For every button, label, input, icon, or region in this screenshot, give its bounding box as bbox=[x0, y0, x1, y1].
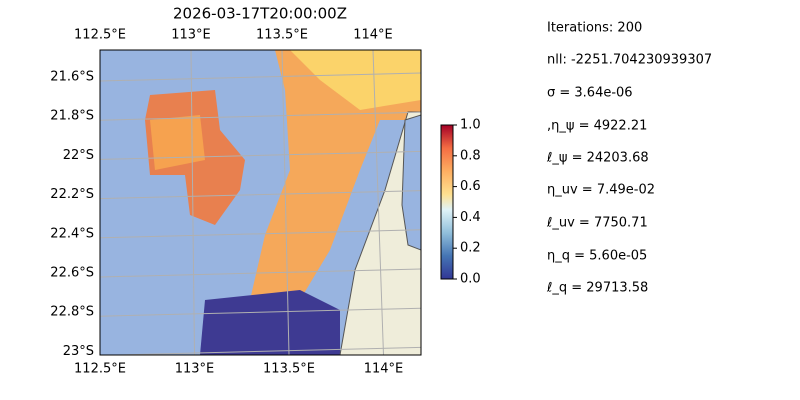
lon-tick-label: 113.5°E bbox=[256, 28, 308, 43]
grid-line bbox=[100, 190, 421, 200]
colorbar-tick-label: 0.0 bbox=[460, 272, 481, 287]
grid-line bbox=[190, 50, 195, 355]
lon-tick-label: 114°E bbox=[364, 362, 404, 377]
lon-tick-label: 113.5°E bbox=[263, 362, 315, 377]
lon-tick-label: 113°E bbox=[175, 362, 215, 377]
param-text: η_q = 5.60e-05 bbox=[547, 249, 647, 264]
lat-tick-label: 22.8°S bbox=[50, 305, 94, 320]
grid-line bbox=[372, 50, 384, 355]
warm-patch bbox=[250, 50, 421, 300]
grid-line bbox=[100, 229, 421, 239]
param-text: ℓ_ψ = 24203.68 bbox=[546, 151, 649, 166]
lon-tick-label: 114°E bbox=[353, 28, 393, 43]
warm-patch bbox=[150, 115, 205, 170]
lon-tick-label: 112.5°E bbox=[74, 28, 126, 43]
param-text: η_uv = 7.49e-02 bbox=[547, 183, 655, 198]
grid-line bbox=[100, 268, 421, 278]
lat-tick-label: 22.2°S bbox=[50, 187, 94, 202]
param-text: Iterations: 200 bbox=[547, 21, 642, 36]
grid-line bbox=[100, 346, 421, 355]
colorbar-tick-label: 0.4 bbox=[460, 210, 481, 225]
grid-line bbox=[100, 307, 421, 317]
param-text: ,η_ψ = 4922.21 bbox=[547, 119, 647, 134]
cool-patch bbox=[200, 290, 340, 355]
lat-tick-label: 21.6°S bbox=[50, 70, 94, 85]
param-text: ℓ_q = 29713.58 bbox=[546, 281, 648, 296]
lat-tick-label: 21.8°S bbox=[50, 109, 94, 124]
colorbar bbox=[440, 124, 454, 280]
colorbar-tick-label: 0.6 bbox=[460, 179, 481, 194]
map-field bbox=[100, 50, 421, 355]
param-text: σ = 3.64e-06 bbox=[547, 86, 633, 101]
lat-tick-label: 23°S bbox=[63, 344, 94, 359]
lat-tick-label: 22°S bbox=[63, 148, 94, 163]
grid-line bbox=[100, 150, 421, 160]
lon-tick-label: 112.5°E bbox=[74, 362, 126, 377]
warm-patch bbox=[290, 50, 421, 110]
colorbar-tick-label: 0.8 bbox=[460, 148, 481, 163]
map-frame bbox=[99, 49, 422, 356]
lat-tick-label: 22.4°S bbox=[50, 226, 94, 241]
param-text: nll: -2251.704230939307 bbox=[547, 53, 712, 68]
lat-tick-label: 22.6°S bbox=[50, 266, 94, 281]
land bbox=[339, 111, 421, 355]
map-title: 2026-03-17T20:00:00Z bbox=[173, 5, 347, 23]
param-text: ℓ_uv = 7750.71 bbox=[546, 216, 648, 231]
lon-tick-label: 113°E bbox=[171, 28, 211, 43]
colorbar-tick-label: 0.2 bbox=[460, 241, 481, 256]
grid-line bbox=[100, 111, 421, 121]
grid-line bbox=[100, 72, 421, 82]
colorbar-tick-label: 1.0 bbox=[460, 118, 481, 133]
grid-line bbox=[281, 50, 290, 355]
